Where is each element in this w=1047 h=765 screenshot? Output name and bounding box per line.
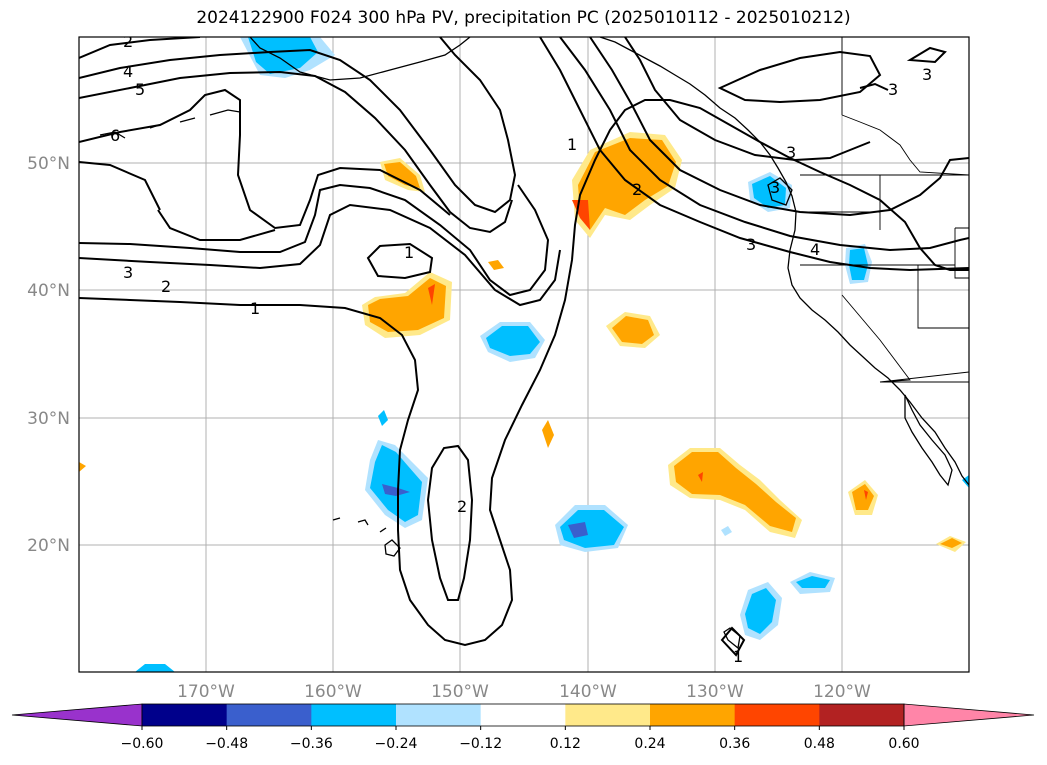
colorbar-tick-label: −0.60	[121, 736, 164, 752]
contour-labels: 2 4 5 6 3 2 1 1 2 3 1 2 3 4 3 3 3 1	[110, 32, 932, 666]
colorbar-segment	[480, 704, 566, 726]
lon-tick-label: 150°W	[431, 682, 489, 702]
contour-label: 4	[810, 240, 820, 259]
colorbar-segment	[142, 704, 228, 726]
contour-label: 3	[888, 80, 898, 99]
page-title: 2024122900 F024 300 hPa PV, precipitatio…	[196, 8, 851, 28]
lat-tick-label: 40°N	[27, 281, 70, 301]
colorbar-segment	[311, 704, 397, 726]
contour-label: 2	[632, 180, 642, 199]
latitude-labels: 50°N 40°N 30°N 20°N	[27, 154, 70, 556]
colorbar-segment	[650, 704, 736, 726]
colorbar-tick-label: −0.24	[375, 736, 418, 752]
colorbar: −0.60 −0.48 −0.36 −0.24 −0.12 0.12 0.24 0.36 0.4…	[11, 703, 1035, 752]
colorbar-segment	[396, 704, 482, 726]
lon-tick-label: 140°W	[559, 682, 617, 702]
colorbar-tick-label: 0.36	[719, 736, 750, 752]
contour-label: 1	[404, 243, 414, 262]
contour-label: 1	[250, 299, 260, 318]
longitude-labels: 170°W 160°W 150°W 140°W 130°W 120°W	[177, 682, 871, 702]
contour-label: 2	[123, 32, 133, 51]
colorbar-tick-label: −0.48	[205, 736, 248, 752]
contour-label: 3	[786, 143, 796, 162]
coastlines	[99, 37, 969, 650]
lat-tick-label: 30°N	[27, 409, 70, 429]
colorbar-tick-label: 0.60	[888, 736, 919, 752]
map-frame	[78, 36, 970, 673]
colorbar-tick-label: 0.48	[804, 736, 835, 752]
colorbar-extend-high	[903, 703, 1035, 727]
gridlines	[79, 37, 969, 672]
contour-label: 4	[123, 62, 133, 81]
contour-label: 1	[567, 135, 577, 154]
colorbar-extend-low	[11, 703, 143, 727]
colorbar-segment	[734, 704, 820, 726]
lon-tick-label: 160°W	[304, 682, 362, 702]
lon-tick-label: 120°W	[813, 682, 871, 702]
colorbar-tick-label: 0.12	[550, 736, 581, 752]
contour-label: 3	[770, 178, 780, 197]
colorbar-tick-label: −0.12	[459, 736, 502, 752]
lat-tick-label: 20°N	[27, 536, 70, 556]
lat-tick-label: 50°N	[27, 154, 70, 174]
colorbar-segment	[819, 704, 905, 726]
contour-label: 2	[161, 277, 171, 296]
colorbar-segment	[565, 704, 651, 726]
colorbar-border	[141, 703, 905, 727]
contour-label: 3	[746, 235, 756, 254]
lon-tick-label: 170°W	[177, 682, 235, 702]
colorbar-segment	[226, 704, 312, 726]
contour-label: 1	[733, 647, 743, 666]
contour-label: 3	[922, 65, 932, 84]
pv-contours	[79, 37, 969, 657]
colorbar-tick-label: −0.36	[290, 736, 333, 752]
contour-label: 2	[457, 497, 467, 516]
colorbar-tick-label: 0.24	[634, 736, 665, 752]
contour-label: 6	[110, 126, 120, 145]
lon-tick-label: 130°W	[686, 682, 744, 702]
contour-label: 5	[135, 80, 145, 99]
contour-label: 3	[123, 263, 133, 282]
precipitation-shading	[79, 37, 969, 672]
